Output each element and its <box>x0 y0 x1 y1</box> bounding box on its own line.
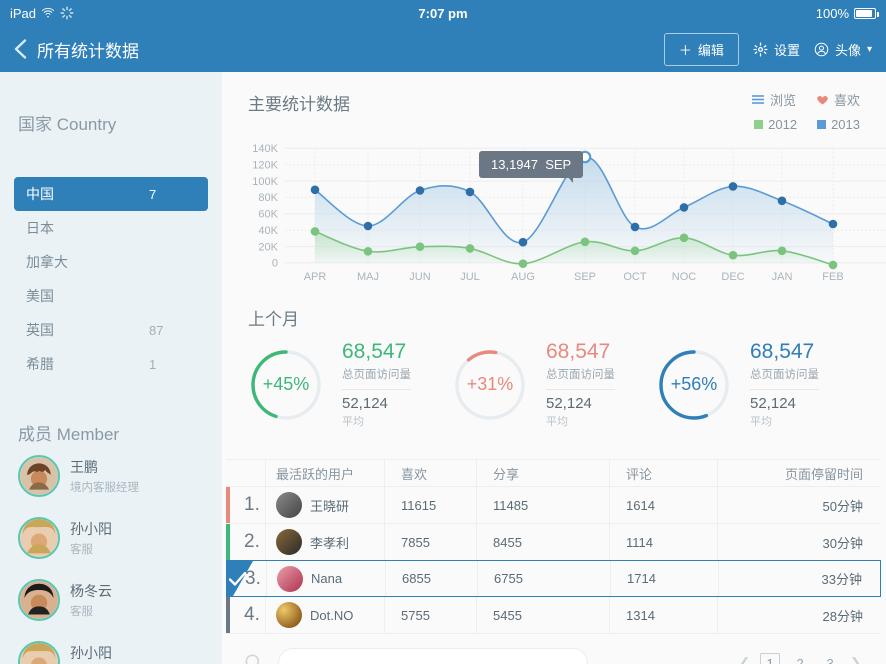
svg-text:AUG: AUG <box>511 271 535 283</box>
svg-text:JUN: JUN <box>409 271 430 283</box>
svg-text:APR: APR <box>304 271 327 283</box>
svg-text:SEP: SEP <box>574 271 596 283</box>
svg-text:100K: 100K <box>252 176 278 188</box>
svg-text:FEB: FEB <box>822 271 843 283</box>
svg-text:120K: 120K <box>252 160 278 172</box>
svg-text:40K: 40K <box>258 225 278 237</box>
svg-text:0: 0 <box>272 258 278 270</box>
svg-text:20K: 20K <box>258 241 278 253</box>
svg-text:NOC: NOC <box>672 271 697 283</box>
svg-text:80K: 80K <box>258 192 278 204</box>
svg-text:140K: 140K <box>252 143 278 155</box>
svg-text:OCT: OCT <box>623 271 647 283</box>
svg-text:MAJ: MAJ <box>357 271 379 283</box>
svg-text:JUL: JUL <box>460 271 480 283</box>
svg-text:JAN: JAN <box>772 271 793 283</box>
svg-text:DEC: DEC <box>721 271 744 283</box>
svg-text:60K: 60K <box>258 209 278 221</box>
